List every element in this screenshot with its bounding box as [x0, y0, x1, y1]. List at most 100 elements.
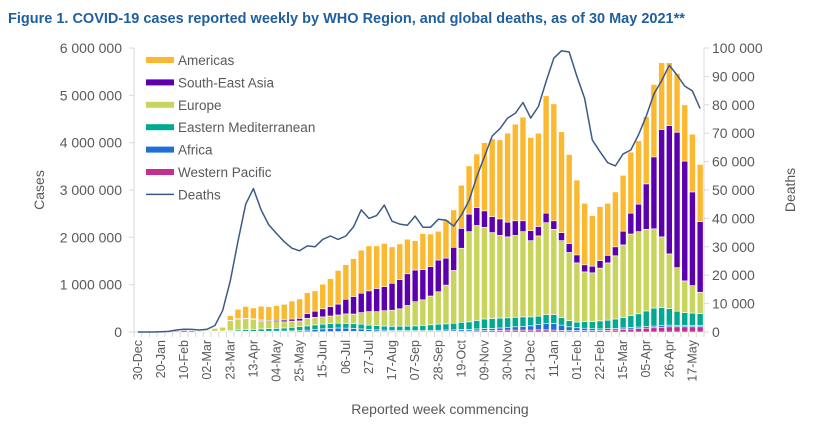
bar-segment-eastern-mediterranean — [381, 325, 388, 331]
bar-segment-south-east-asia — [419, 269, 427, 301]
bar-segment-eastern-mediterranean — [350, 323, 357, 329]
bar-segment-europe — [226, 320, 234, 331]
bar-segment-africa — [350, 328, 357, 332]
bar-segment-africa — [542, 323, 550, 331]
bar-segment-south-east-asia — [619, 230, 627, 246]
bar-segment-eastern-mediterranean — [442, 323, 450, 331]
legend-item-south-east-asia: South-East Asia — [146, 75, 275, 90]
deaths-line-layer — [137, 50, 701, 333]
bar-segment-eastern-mediterranean — [558, 317, 565, 326]
bar-segment-eastern-mediterranean — [473, 320, 481, 330]
bar-segment-americas — [481, 142, 488, 212]
bar-segment-americas — [442, 219, 450, 259]
bar-segment-south-east-asia — [442, 257, 450, 286]
bar-segment-western-pacific — [635, 328, 642, 333]
y2-tick-label: 90 000 — [712, 68, 755, 84]
bar-segment-western-pacific — [666, 326, 673, 333]
bar-segment-western-pacific — [188, 330, 196, 333]
bar-segment-eastern-mediterranean — [327, 323, 334, 329]
bar-segment-eastern-mediterranean — [257, 328, 265, 332]
legend-label: Deaths — [178, 187, 221, 202]
bar-segment-americas — [519, 116, 527, 222]
bar-segment-americas — [550, 103, 558, 222]
bar-segment-europe — [612, 255, 619, 320]
bar-segment-americas — [527, 137, 534, 232]
bar-segment-south-east-asia — [427, 266, 434, 297]
bar-segment-americas — [658, 62, 665, 130]
legend-swatch — [146, 79, 174, 86]
bar-segment-south-east-asia — [342, 298, 350, 315]
y2-tick-label: 10 000 — [712, 296, 755, 312]
y2-axis-label: Deaths — [782, 168, 798, 212]
bar-segment-americas — [342, 264, 350, 300]
bar-segment-americas — [450, 209, 457, 248]
bar-segment-eastern-mediterranean — [488, 318, 496, 329]
y2-tick-label: 70 000 — [712, 125, 755, 141]
bar-segment-africa — [565, 326, 573, 331]
bar-segment-south-east-asia — [327, 306, 334, 317]
bar-segment-americas — [350, 258, 357, 297]
bar-segment-western-pacific — [642, 327, 650, 333]
bar-segment-south-east-asia — [673, 131, 681, 268]
bar-segment-eastern-mediterranean — [658, 307, 665, 326]
bar-segment-south-east-asia — [511, 220, 519, 236]
bar-segment-south-east-asia — [565, 243, 573, 253]
bar-segment-europe — [689, 285, 696, 314]
bar-segment-americas — [411, 240, 419, 271]
bar-segment-americas — [404, 238, 411, 275]
bar-segment-europe — [589, 272, 596, 322]
legend: Americas South-East Asia Europe Eastern Med… — [146, 53, 315, 202]
bar-segment-europe — [681, 280, 689, 313]
bar-segment-eastern-mediterranean — [419, 325, 427, 331]
bar-segment-americas — [273, 305, 280, 321]
x-tick-label: 30-Dec — [131, 340, 145, 380]
bar-segment-europe — [242, 318, 249, 330]
bar-segment-europe — [273, 321, 280, 329]
bar-segment-americas — [304, 292, 311, 314]
bar-segment-americas — [689, 133, 696, 193]
bar-segment-africa — [342, 327, 350, 332]
bar-segment-europe — [504, 236, 511, 319]
x-tick-label: 09-Nov — [477, 339, 491, 380]
bar-segment-africa — [511, 326, 519, 331]
bar-segment-south-east-asia — [581, 264, 588, 273]
bar-segment-south-east-asia — [357, 292, 365, 313]
chart-title: Figure 1. COVID-19 cases reported weekly… — [8, 11, 685, 27]
bar-segment-americas — [511, 123, 519, 222]
bar-segment-south-east-asia — [519, 220, 527, 232]
legend-label: Western Pacific — [178, 165, 272, 180]
bar-segment-western-pacific — [180, 330, 188, 333]
bar-segment-eastern-mediterranean — [319, 323, 327, 330]
bar-segment-south-east-asia — [635, 203, 642, 232]
legend-item-deaths: Deaths — [146, 187, 221, 202]
y2-tick-label: 80 000 — [712, 97, 755, 113]
legend-item-europe: Europe — [146, 98, 222, 113]
bar-segment-eastern-mediterranean — [342, 323, 350, 329]
bar-segment-africa — [504, 326, 511, 331]
bar-segment-eastern-mediterranean — [519, 316, 527, 327]
bar-segment-south-east-asia — [612, 246, 619, 257]
bar-segment-europe — [619, 244, 627, 318]
bar-segment-africa — [519, 326, 527, 331]
legend-swatch — [146, 124, 174, 131]
bar-segment-europe — [250, 319, 257, 330]
bar-segment-americas — [642, 116, 650, 185]
y-tick-label: 2 000 000 — [60, 229, 122, 245]
bar-segment-south-east-asia — [473, 207, 481, 226]
bar-segment-americas — [296, 298, 303, 319]
bar-segment-americas — [357, 249, 365, 294]
bar-segment-europe — [658, 236, 665, 308]
x-tick-label: 19-Oct — [454, 339, 468, 377]
bar-segment-americas — [627, 151, 635, 214]
bar-segment-eastern-mediterranean — [596, 320, 604, 330]
bar-segment-americas — [234, 308, 242, 320]
x-tick-label: 11-Jan — [547, 340, 561, 377]
bar-segment-europe — [550, 228, 558, 315]
bar-segment-eastern-mediterranean — [496, 317, 504, 329]
bar-segment-eastern-mediterranean — [450, 322, 457, 331]
bar-segment-eastern-mediterranean — [542, 314, 550, 325]
x-tick-label: 25-May — [293, 339, 307, 381]
bar-segment-americas — [434, 230, 442, 261]
bar-segment-south-east-asia — [465, 213, 473, 232]
bar-segment-south-east-asia — [288, 318, 296, 322]
